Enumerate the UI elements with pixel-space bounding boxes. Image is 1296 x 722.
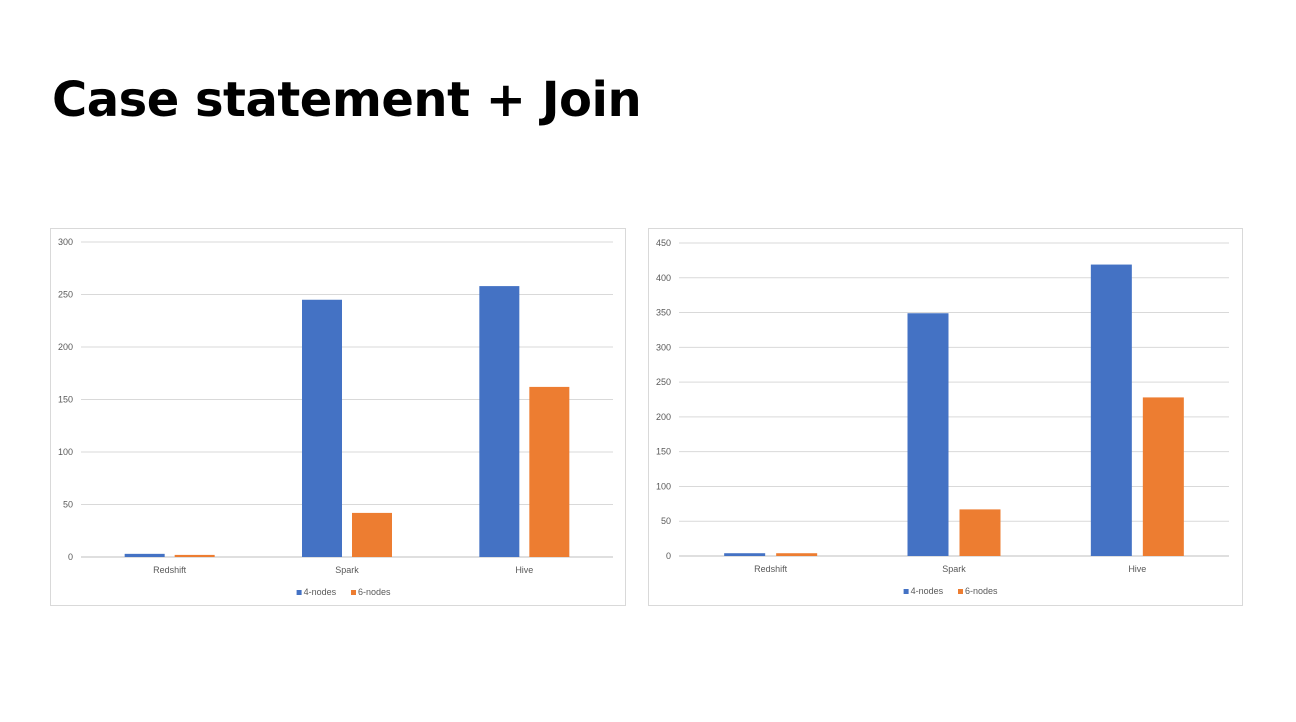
chart-left-y-tick-label: 50 — [63, 500, 73, 510]
chart-left-y-tick-label: 0 — [68, 552, 73, 562]
chart-right-y-tick-label: 100 — [656, 481, 671, 491]
chart-left-svg: 0 50 100 150 200 250 300 Redshift Spark Hive 4-nod… — [58, 237, 613, 597]
chart-right-bar-hive-6-nodes — [1142, 397, 1184, 556]
chart-right-y-tick-label: 0 — [666, 551, 671, 561]
chart-left-y-tick-label: 200 — [58, 342, 73, 352]
chart-left-y-tick-label: 300 — [58, 237, 73, 247]
chart-left-bar-spark-6-nodes — [352, 512, 392, 557]
chart-right-legend-label-6-nodes: 6-nodes — [965, 586, 998, 596]
chart-right-x-tick-label: Spark — [942, 564, 966, 574]
chart-right-x-tick-label: Redshift — [754, 564, 788, 574]
chart-left-y-tick-label: 100 — [58, 447, 73, 457]
chart-left-legend-swatch-4-nodes — [296, 590, 302, 595]
chart-left-legend-label-4-nodes: 4-nodes — [304, 587, 337, 597]
chart-right-bar-redshift-6-nodes — [776, 553, 818, 556]
chart-left-bar-spark-4-nodes — [302, 299, 342, 557]
chart-left-x-tick-label: Spark — [335, 565, 359, 575]
chart-right-y-tick-label: 200 — [656, 412, 671, 422]
chart-right-bar-hive-4-nodes — [1090, 264, 1132, 556]
chart-left-x-tick-label: Hive — [515, 565, 533, 575]
chart-right-y-tick-label: 300 — [656, 342, 671, 352]
chart-right-x-tick-label: Hive — [1128, 564, 1146, 574]
chart-right-bar-spark-6-nodes — [959, 509, 1001, 556]
chart-right-y-tick-label: 150 — [656, 447, 671, 457]
chart-right-legend-swatch-6-nodes — [958, 589, 963, 594]
chart-right-y-tick-label: 400 — [656, 273, 671, 283]
chart-left-legend-swatch-6-nodes — [351, 590, 356, 595]
chart-left-y-tick-label: 150 — [58, 395, 73, 405]
chart-right-y-tick-label: 350 — [656, 308, 671, 318]
chart-left-legend-label-6-nodes: 6-nodes — [358, 587, 391, 597]
chart-right-bar-redshift-4-nodes — [724, 553, 766, 556]
chart-right-legend-swatch-4-nodes — [903, 589, 909, 594]
chart-right-y-tick-label: 50 — [661, 516, 671, 526]
chart-right-legend-label-4-nodes: 4-nodes — [911, 586, 944, 596]
chart-left-bar-hive-6-nodes — [529, 386, 570, 557]
chart-left-x-tick-label: Redshift — [153, 565, 187, 575]
chart-left-bar-redshift-4-nodes — [124, 553, 165, 557]
chart-right-svg: 0 50 100 150 200 250 300 350 400 450 Redshift Spark… — [656, 238, 1229, 596]
slide-title: Case statement + Join — [52, 72, 642, 128]
chart-right: 0 50 100 150 200 250 300 350 400 450 Redshift Spark… — [648, 228, 1243, 606]
chart-left-bar-redshift-6-nodes — [174, 554, 215, 557]
chart-right-y-tick-label: 450 — [656, 238, 671, 248]
chart-right-bar-spark-4-nodes — [907, 313, 949, 556]
chart-left-bar-hive-4-nodes — [479, 286, 520, 557]
chart-left-y-tick-label: 250 — [58, 290, 73, 300]
chart-right-y-tick-label: 250 — [656, 377, 671, 387]
chart-left: 0 50 100 150 200 250 300 Redshift Spark Hive 4-nod… — [50, 228, 626, 606]
